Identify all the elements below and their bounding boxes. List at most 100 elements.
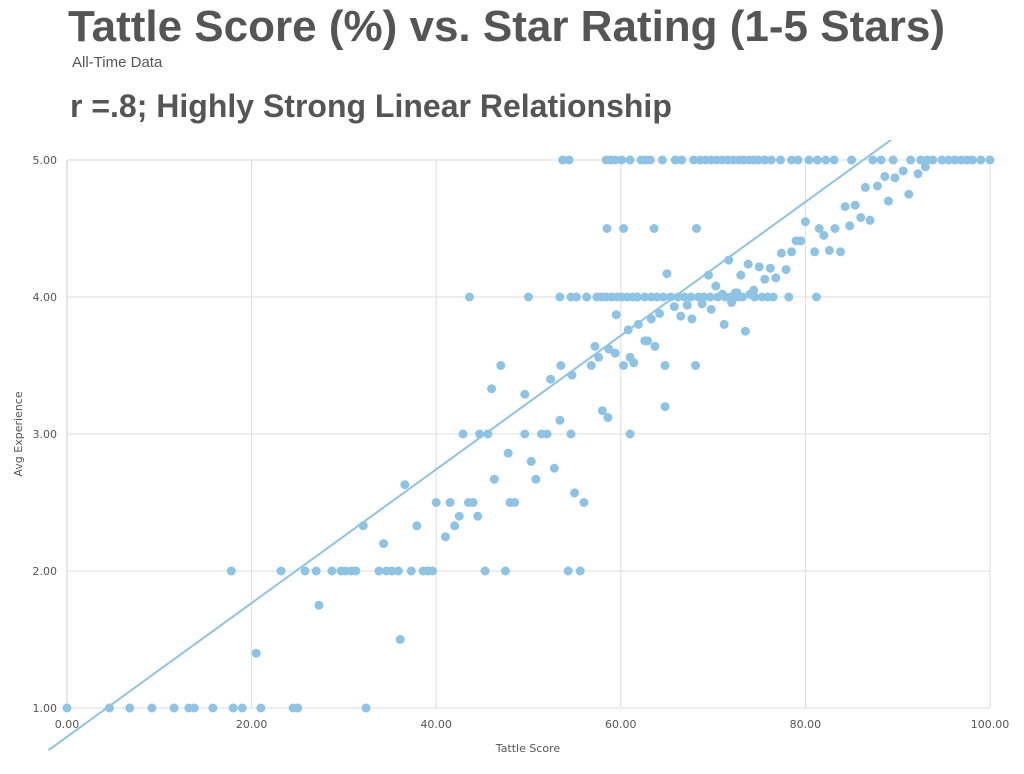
data-point	[526, 456, 536, 466]
data-point	[237, 703, 247, 713]
data-point	[682, 300, 692, 310]
data-point	[454, 511, 464, 521]
data-point	[890, 173, 900, 183]
x-tick-label: 40.00	[420, 718, 452, 731]
data-point	[796, 236, 806, 246]
data-point	[602, 224, 612, 233]
data-point	[660, 361, 670, 370]
data-point	[717, 289, 727, 299]
data-point	[611, 310, 621, 320]
data-point	[604, 344, 614, 354]
data-point	[566, 429, 576, 439]
data-point	[906, 155, 916, 165]
data-point	[475, 429, 485, 439]
data-point	[487, 384, 497, 394]
data-point	[821, 155, 831, 165]
data-point	[840, 202, 850, 212]
data-point	[542, 429, 552, 439]
data-point	[736, 270, 746, 280]
data-point	[276, 566, 286, 576]
data-point	[760, 155, 770, 165]
data-points	[62, 155, 995, 713]
data-point	[691, 224, 701, 233]
data-point	[766, 155, 776, 165]
y-tick-label: 2.00	[33, 565, 58, 578]
data-point	[787, 155, 797, 165]
data-point	[311, 566, 321, 576]
data-point	[810, 247, 820, 257]
data-point	[546, 374, 556, 384]
data-point	[62, 703, 72, 713]
data-point	[850, 200, 860, 210]
data-point	[351, 566, 361, 576]
data-point	[771, 273, 781, 283]
trendline	[47, 140, 893, 751]
data-point	[872, 181, 882, 191]
data-point	[564, 155, 574, 165]
data-point	[623, 325, 633, 335]
data-point	[293, 703, 303, 713]
data-point	[749, 285, 759, 295]
data-point	[967, 155, 977, 165]
data-point	[768, 292, 778, 302]
data-point	[610, 155, 620, 165]
data-point	[670, 155, 680, 165]
data-point	[645, 155, 655, 165]
data-point	[327, 566, 337, 576]
y-axis-label: Avg Experience	[12, 391, 25, 476]
data-point	[531, 474, 541, 484]
data-point	[570, 488, 580, 498]
data-point	[445, 498, 455, 507]
data-point	[555, 292, 565, 302]
data-point	[880, 171, 890, 181]
data-point	[784, 292, 794, 302]
correlation-headline: r =.8; Highly Strong Linear Relationship	[70, 88, 672, 124]
data-point	[619, 224, 629, 233]
data-point	[603, 413, 613, 423]
data-point	[916, 155, 926, 165]
data-point	[711, 281, 721, 291]
data-point	[169, 703, 179, 713]
x-tick-label: 0.00	[55, 718, 80, 731]
x-axis-label: Tattle Score	[495, 742, 561, 755]
data-point	[679, 292, 689, 302]
chart-title: Tattle Score (%) vs. Star Rating (1-5 St…	[68, 2, 945, 51]
data-point	[610, 348, 620, 358]
data-point	[724, 255, 734, 265]
data-point	[689, 155, 699, 165]
data-point	[629, 358, 639, 368]
data-point	[597, 406, 607, 416]
data-point	[646, 314, 656, 324]
data-point	[719, 319, 729, 329]
data-point	[943, 155, 953, 165]
data-point	[673, 292, 683, 302]
data-point	[811, 292, 821, 302]
data-point	[898, 166, 908, 176]
data-point	[617, 155, 627, 165]
data-point	[830, 224, 840, 233]
data-point	[800, 217, 810, 227]
data-point	[781, 265, 791, 275]
data-point	[738, 292, 748, 302]
data-point	[660, 402, 670, 412]
data-point	[395, 635, 405, 644]
data-point	[489, 474, 499, 484]
data-point	[643, 336, 653, 346]
data-point	[985, 155, 995, 165]
data-point	[555, 415, 565, 425]
data-point	[865, 215, 875, 225]
data-point	[706, 304, 716, 314]
chart-subtitle: All-Time Data	[72, 54, 163, 71]
data-point	[740, 326, 750, 336]
data-point	[652, 292, 662, 302]
data-point	[658, 292, 668, 302]
data-point	[976, 155, 986, 165]
data-point	[787, 247, 797, 257]
data-point	[793, 155, 803, 165]
data-point	[431, 498, 441, 507]
data-point	[393, 566, 403, 576]
tick-labels: 0.00 20.00 40.00 60.00 80.00 100.00 1.00 2.00 3.…	[33, 154, 1010, 731]
data-point	[520, 429, 530, 439]
data-point	[208, 703, 218, 713]
data-point	[633, 319, 643, 329]
